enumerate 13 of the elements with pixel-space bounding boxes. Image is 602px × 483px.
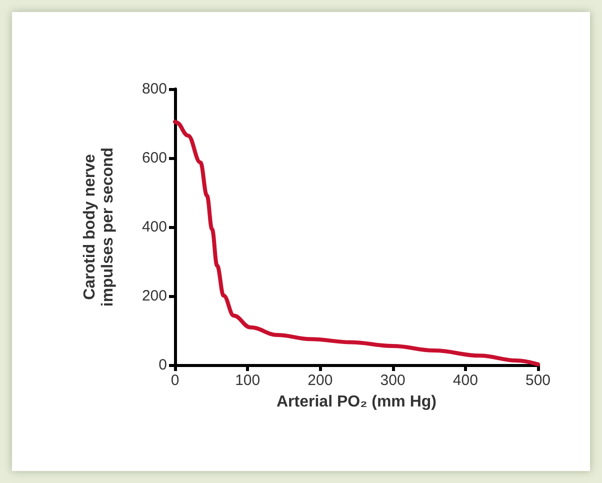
x-tick-label: 200	[308, 372, 333, 389]
y-axis-title: Carotid body nerve impulses per second	[82, 147, 116, 307]
y-tick-label: 600	[142, 150, 167, 166]
x-tick-label: 500	[525, 372, 551, 389]
x-axis-title: Arterial PO₂ (mm Hg)	[276, 394, 437, 410]
y-tick-label: 200	[142, 288, 167, 304]
y-tick-label: 800	[142, 80, 167, 98]
x-tick-label: 100	[235, 372, 260, 389]
x-tick-label: 300	[380, 372, 406, 389]
y-tick-label: 0	[158, 356, 167, 374]
x-tick-label: 0	[170, 372, 180, 389]
x-tick-label: 400	[452, 372, 478, 389]
y-tick-label: 400	[142, 218, 167, 236]
